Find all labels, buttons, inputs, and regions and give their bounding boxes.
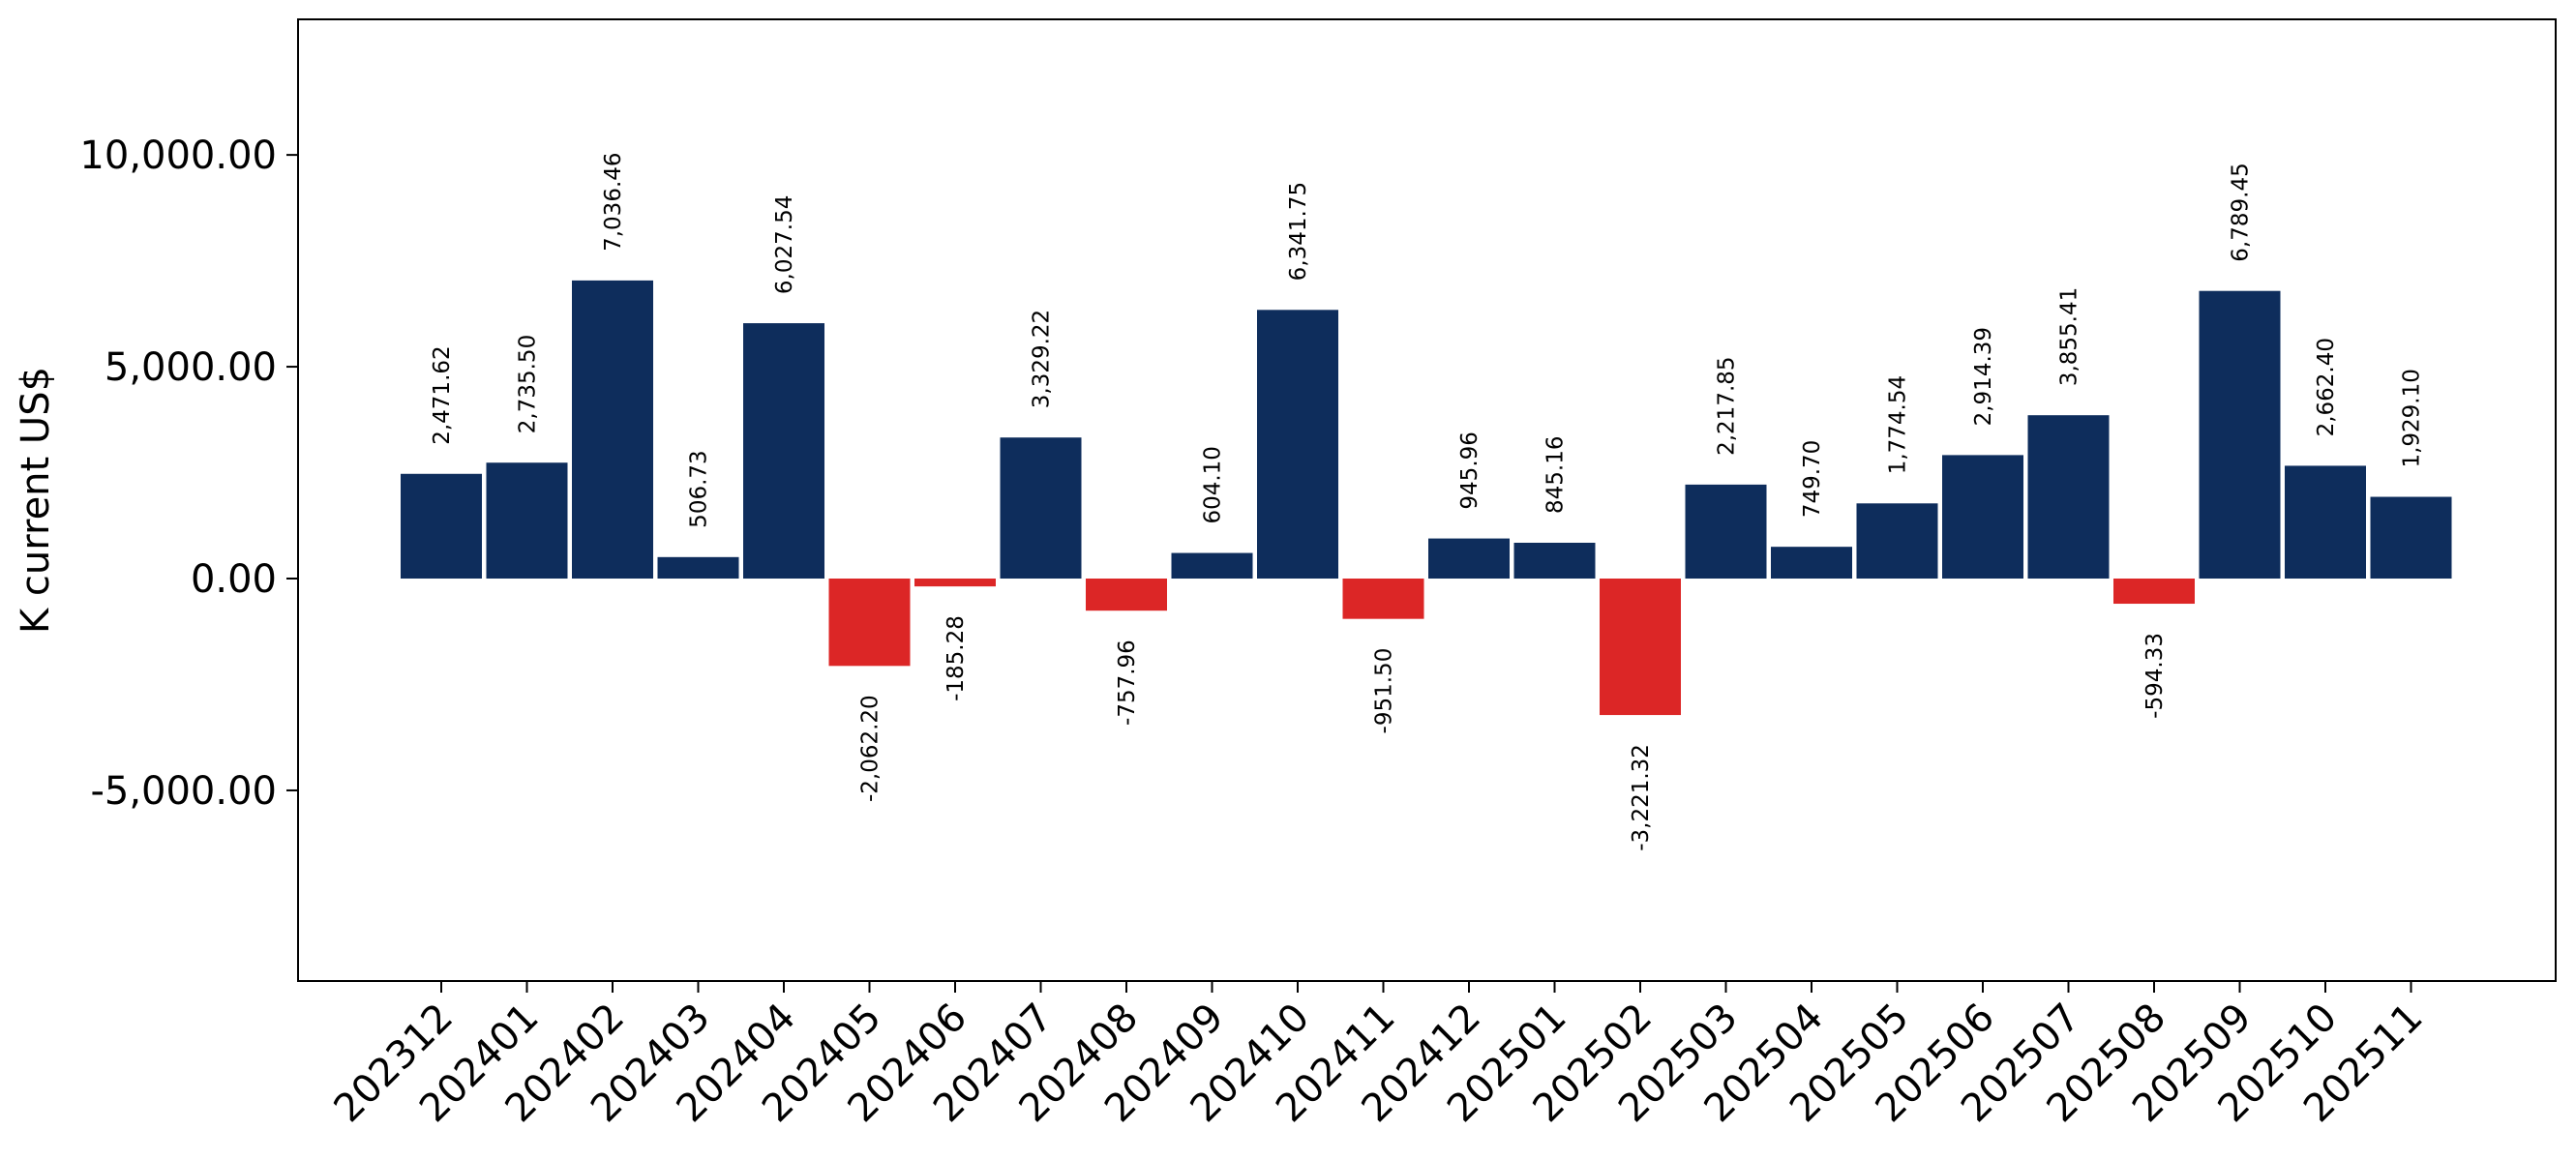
bar-202509	[2199, 290, 2281, 580]
value-label-202510: 2,662.40	[2314, 338, 2339, 436]
bar-202409	[1171, 552, 1253, 580]
y-axis: -5,000.00 0.00 5,000.00 10,000.00	[79, 134, 298, 814]
value-label-202504: 749.70	[1800, 440, 1825, 518]
value-label-202404: 6,027.54	[772, 195, 797, 294]
value-label-202312: 2,471.62	[430, 345, 455, 444]
value-label-202505: 1,774.54	[1886, 375, 1911, 474]
bar-202404	[743, 323, 824, 580]
bar-202510	[2285, 465, 2366, 580]
bar-202508	[2113, 579, 2195, 605]
bar-202507	[2027, 415, 2110, 580]
value-label-202507: 3,855.41	[2057, 287, 2082, 386]
value-label-202402: 7,036.46	[601, 152, 626, 251]
bar-202412	[1428, 538, 1510, 580]
bar-202506	[1942, 455, 2023, 580]
value-label-202508: -594.33	[2142, 633, 2168, 719]
value-label-202401: 2,735.50	[516, 335, 541, 433]
y-tick-label: 5,000.00	[105, 345, 277, 390]
bar-202410	[1257, 310, 1338, 580]
bar-202501	[1513, 543, 1596, 580]
value-label-202503: 2,217.85	[1715, 356, 1740, 455]
value-labels-layer: 2,471.62 2,735.50 7,036.46 506.73 6,027.54 -2…	[430, 152, 2425, 850]
bar-202406	[914, 579, 996, 587]
y-tick-label: 10,000.00	[79, 134, 277, 178]
y-tick-label: 0.00	[191, 557, 277, 602]
value-label-202412: 945.96	[1457, 431, 1483, 509]
bar-202504	[1771, 547, 1852, 580]
bar-202408	[1086, 579, 1167, 611]
value-label-202511: 1,929.10	[2400, 369, 2425, 467]
x-axis: 2023122024012024022024032024042024052024…	[326, 981, 2432, 1131]
bar-202505	[1856, 503, 1938, 580]
value-label-202406: -185.28	[944, 615, 969, 701]
bar-202401	[486, 462, 568, 580]
y-axis-label: K current US$	[14, 367, 58, 634]
value-label-202405: -2,062.20	[858, 695, 884, 802]
bar-202511	[2370, 496, 2452, 580]
value-label-202411: -951.50	[1372, 648, 1397, 734]
bar-202411	[1342, 579, 1424, 619]
bar-202503	[1685, 484, 1767, 580]
bar-202405	[828, 579, 911, 667]
value-label-202501: 845.16	[1543, 436, 1569, 514]
bars-layer	[401, 280, 2452, 716]
plot-frame	[297, 18, 2557, 982]
bar-202502	[1600, 579, 1681, 716]
bar-202402	[572, 280, 653, 580]
value-label-202407: 3,329.22	[1030, 310, 1055, 408]
value-label-202502: -3,221.32	[1629, 744, 1654, 851]
y-tick-label: -5,000.00	[90, 769, 277, 814]
value-label-202409: 604.10	[1201, 446, 1226, 523]
bar-202407	[1000, 437, 1082, 580]
bar-202312	[401, 473, 482, 580]
value-label-202509: 6,789.45	[2229, 163, 2254, 261]
value-label-202506: 2,914.39	[1971, 327, 1996, 426]
value-label-202408: -757.96	[1115, 639, 1140, 726]
value-label-202410: 6,341.75	[1286, 182, 1311, 281]
value-label-202403: 506.73	[687, 450, 712, 527]
bar-202403	[657, 556, 739, 580]
